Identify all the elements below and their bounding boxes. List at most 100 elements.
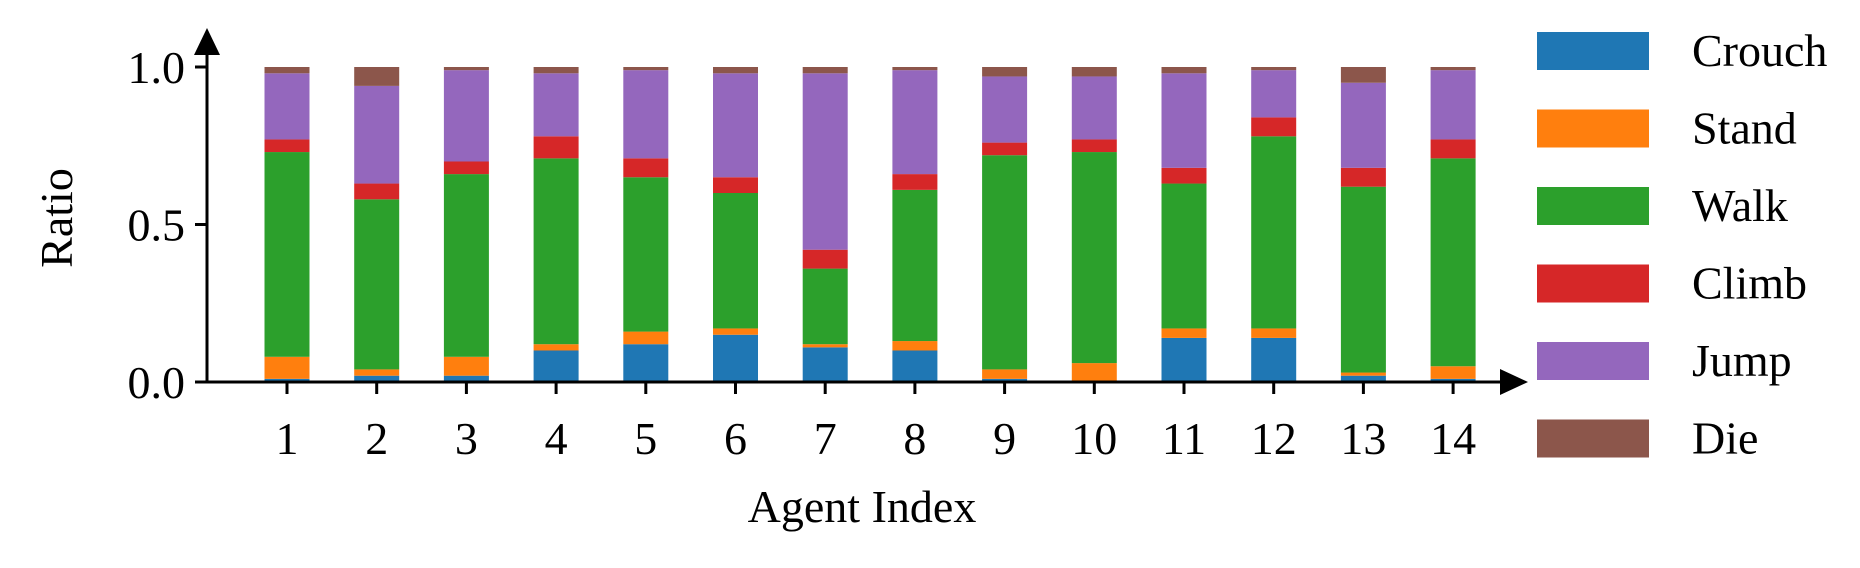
bar-walk-14 — [1430, 158, 1476, 367]
bar-walk-8 — [892, 189, 938, 342]
x-tick-label: 3 — [455, 413, 478, 464]
bar-walk-3 — [443, 174, 489, 357]
bar-climb-13 — [1340, 167, 1386, 187]
bar-crouch-9 — [982, 378, 1028, 382]
bar-climb-10 — [1071, 139, 1117, 153]
legend-label-stand: Stand — [1692, 103, 1797, 154]
bar-stand-6 — [713, 328, 758, 335]
bar-climb-6 — [713, 177, 758, 193]
bar-jump-10 — [1071, 76, 1117, 140]
bar-crouch-4 — [533, 350, 579, 382]
x-tick-label: 8 — [903, 413, 926, 464]
legend-label-crouch: Crouch — [1692, 25, 1827, 76]
y-axis-arrowhead — [194, 28, 220, 55]
bar-jump-6 — [713, 73, 758, 178]
bar-walk-10 — [1071, 152, 1117, 364]
bar-stand-5 — [623, 331, 669, 345]
bar-climb-7 — [802, 249, 848, 269]
bar-walk-6 — [713, 193, 758, 329]
x-tick-label: 4 — [545, 413, 568, 464]
x-tick-label: 7 — [814, 413, 837, 464]
bar-walk-2 — [354, 199, 400, 370]
bar-die-13 — [1340, 67, 1386, 83]
bar-crouch-2 — [354, 375, 400, 382]
bar-jump-5 — [623, 70, 669, 159]
bar-walk-11 — [1161, 183, 1207, 329]
x-tick-label: 1 — [276, 413, 299, 464]
bar-crouch-1 — [264, 378, 310, 382]
bar-jump-2 — [354, 85, 400, 184]
bar-crouch-13 — [1340, 375, 1386, 382]
y-axis-title: Ratio — [31, 168, 82, 268]
bar-climb-4 — [533, 136, 579, 159]
bar-stand-9 — [982, 369, 1028, 379]
bar-stand-10 — [1071, 363, 1117, 382]
bar-crouch-5 — [623, 344, 669, 382]
bar-die-3 — [443, 67, 489, 71]
bar-climb-2 — [354, 183, 400, 200]
y-tick-label: 0.5 — [128, 200, 186, 251]
y-tick-labels: 0.0 0.5 1.0 — [128, 42, 186, 408]
bar-stand-13 — [1340, 372, 1386, 376]
bar-jump-4 — [533, 73, 579, 137]
x-tick-label: 6 — [724, 413, 747, 464]
bar-jump-13 — [1340, 82, 1386, 168]
bar-climb-1 — [264, 139, 310, 153]
x-tick-label: 2 — [365, 413, 388, 464]
bar-die-7 — [802, 67, 848, 74]
bar-stand-8 — [892, 341, 938, 351]
bar-walk-7 — [802, 268, 848, 345]
bar-climb-3 — [443, 161, 489, 175]
bar-die-2 — [354, 67, 400, 86]
bar-stand-3 — [443, 356, 489, 376]
bar-die-11 — [1161, 67, 1207, 74]
bar-walk-12 — [1251, 136, 1297, 329]
bar-crouch-3 — [443, 375, 489, 382]
legend-swatch-jump — [1537, 342, 1649, 380]
bar-walk-9 — [982, 155, 1028, 370]
bar-jump-8 — [892, 70, 938, 175]
bar-crouch-12 — [1251, 337, 1297, 382]
bar-stand-12 — [1251, 328, 1297, 338]
bars-layer — [264, 67, 1476, 382]
bar-die-4 — [533, 67, 579, 74]
bar-climb-9 — [982, 142, 1028, 156]
bar-climb-14 — [1430, 139, 1476, 159]
bar-walk-1 — [264, 152, 310, 357]
bar-die-8 — [892, 67, 938, 71]
legend-swatch-crouch — [1537, 32, 1649, 70]
x-tick-label: 13 — [1340, 413, 1386, 464]
x-axis-title: Agent Index — [748, 481, 977, 532]
bar-stand-7 — [802, 344, 848, 348]
x-tick-label: 5 — [634, 413, 657, 464]
bar-stand-2 — [354, 369, 400, 376]
legend-label-die: Die — [1692, 413, 1758, 464]
bar-jump-7 — [802, 73, 848, 250]
bar-die-10 — [1071, 67, 1117, 77]
bar-jump-1 — [264, 73, 310, 140]
bar-walk-4 — [533, 158, 579, 345]
bar-climb-5 — [623, 158, 669, 178]
bar-die-5 — [623, 67, 669, 71]
bar-walk-13 — [1340, 186, 1386, 373]
x-tick-labels: 1 2 3 4 5 6 7 8 9 10 11 12 13 14 — [276, 413, 1477, 464]
bar-stand-4 — [533, 344, 579, 351]
x-tick-label: 11 — [1162, 413, 1206, 464]
bar-die-9 — [982, 67, 1028, 77]
legend-swatch-walk — [1537, 187, 1649, 225]
bar-crouch-6 — [713, 334, 758, 382]
y-tick-label: 1.0 — [128, 42, 186, 93]
x-tick-label: 9 — [993, 413, 1016, 464]
bar-climb-12 — [1251, 117, 1297, 137]
bar-crouch-8 — [892, 350, 938, 382]
bar-climb-8 — [892, 174, 938, 190]
bar-jump-14 — [1430, 70, 1476, 140]
legend: Crouch Stand Walk Climb Jump Die — [1537, 25, 1827, 464]
legend-label-walk: Walk — [1692, 180, 1788, 231]
bar-die-1 — [264, 67, 310, 74]
x-tick-label: 12 — [1251, 413, 1297, 464]
bar-climb-11 — [1161, 167, 1207, 184]
x-tick-label: 14 — [1430, 413, 1476, 464]
bar-stand-11 — [1161, 328, 1207, 338]
bar-jump-3 — [443, 70, 489, 162]
